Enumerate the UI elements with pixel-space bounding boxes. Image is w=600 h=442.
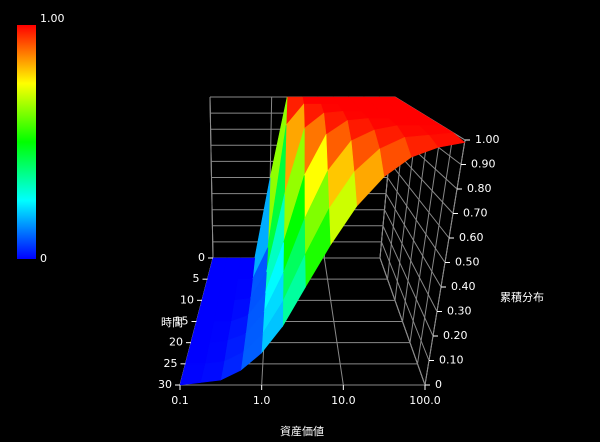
- grid-line: [387, 177, 446, 263]
- y-tick-label: 30: [158, 378, 172, 391]
- grid-line: [381, 241, 430, 361]
- y-tick-label: 0: [198, 251, 205, 264]
- grid-line: [384, 209, 438, 312]
- y-tick-label: 20: [169, 336, 183, 349]
- surface-cell: [302, 96, 322, 105]
- y-tick-label: 15: [175, 315, 189, 328]
- colorbar: [17, 25, 36, 259]
- z-tick-label: 0.10: [439, 354, 464, 367]
- grid-line: [385, 193, 442, 288]
- colorbar-label: 1.00: [40, 12, 65, 25]
- z-tick-label: 0.30: [447, 305, 472, 318]
- y-axis-label: 時間: [161, 316, 183, 329]
- grid-line: [388, 161, 450, 239]
- z-tick-label: 0.40: [451, 280, 476, 293]
- z-tick-label: 0.60: [459, 231, 484, 244]
- z-axis-label: 累積分布: [500, 290, 544, 304]
- y-tick-label: 5: [193, 272, 200, 285]
- colorbar-label: 0: [40, 252, 47, 265]
- surface-cell: [179, 363, 206, 386]
- surface-cell: [185, 342, 210, 365]
- x-tick-label: 10.0: [331, 394, 356, 407]
- x-tick-label: 100.0: [409, 394, 441, 407]
- z-tick-label: 0.90: [471, 158, 496, 171]
- z-tick-label: 0.50: [455, 256, 480, 269]
- z-tick-label: 0: [435, 378, 442, 391]
- z-tick-label: 0.20: [443, 329, 468, 342]
- y-tick-label: 25: [164, 357, 178, 370]
- x-tick-label: 0.1: [171, 394, 189, 407]
- y-tick-label: 10: [180, 293, 194, 306]
- x-axis-label: 資産価値: [280, 425, 324, 438]
- grid-line: [379, 257, 426, 386]
- z-tick-label: 0.70: [463, 207, 488, 220]
- grid-line: [382, 225, 434, 337]
- z-tick-label: 1.00: [475, 133, 500, 146]
- z-tick-label: 0.80: [467, 182, 492, 195]
- x-tick-label: 1.0: [253, 394, 271, 407]
